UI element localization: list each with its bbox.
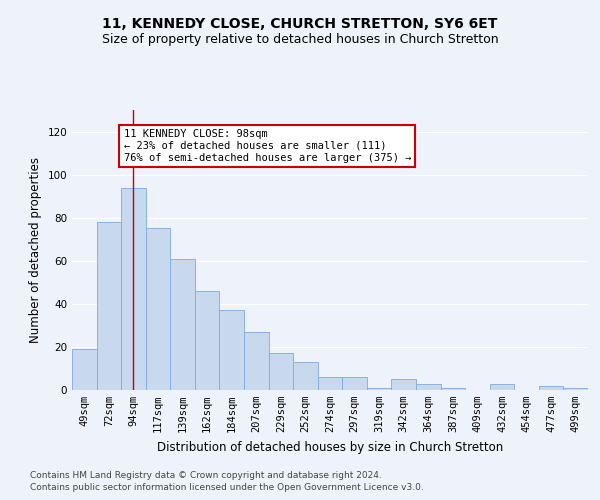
Bar [97,222,121,390]
Bar [244,332,269,390]
Bar [440,388,465,390]
Bar [391,379,416,390]
Bar [170,258,195,390]
Bar [72,349,97,390]
Bar [318,377,342,390]
Bar [416,384,440,390]
Bar [269,354,293,390]
Y-axis label: Number of detached properties: Number of detached properties [29,157,42,343]
Bar [342,377,367,390]
Text: 11, KENNEDY CLOSE, CHURCH STRETTON, SY6 6ET: 11, KENNEDY CLOSE, CHURCH STRETTON, SY6 … [103,18,497,32]
Text: 11 KENNEDY CLOSE: 98sqm
← 23% of detached houses are smaller (111)
76% of semi-d: 11 KENNEDY CLOSE: 98sqm ← 23% of detache… [124,130,411,162]
Bar [220,310,244,390]
Bar [121,188,146,390]
Text: Size of property relative to detached houses in Church Stretton: Size of property relative to detached ho… [101,32,499,46]
Bar [539,386,563,390]
Bar [293,362,318,390]
Bar [490,384,514,390]
Text: Contains public sector information licensed under the Open Government Licence v3: Contains public sector information licen… [30,483,424,492]
Text: Contains HM Land Registry data © Crown copyright and database right 2024.: Contains HM Land Registry data © Crown c… [30,470,382,480]
Bar [195,291,220,390]
Bar [563,388,588,390]
Bar [146,228,170,390]
X-axis label: Distribution of detached houses by size in Church Stretton: Distribution of detached houses by size … [157,440,503,454]
Bar [367,388,391,390]
